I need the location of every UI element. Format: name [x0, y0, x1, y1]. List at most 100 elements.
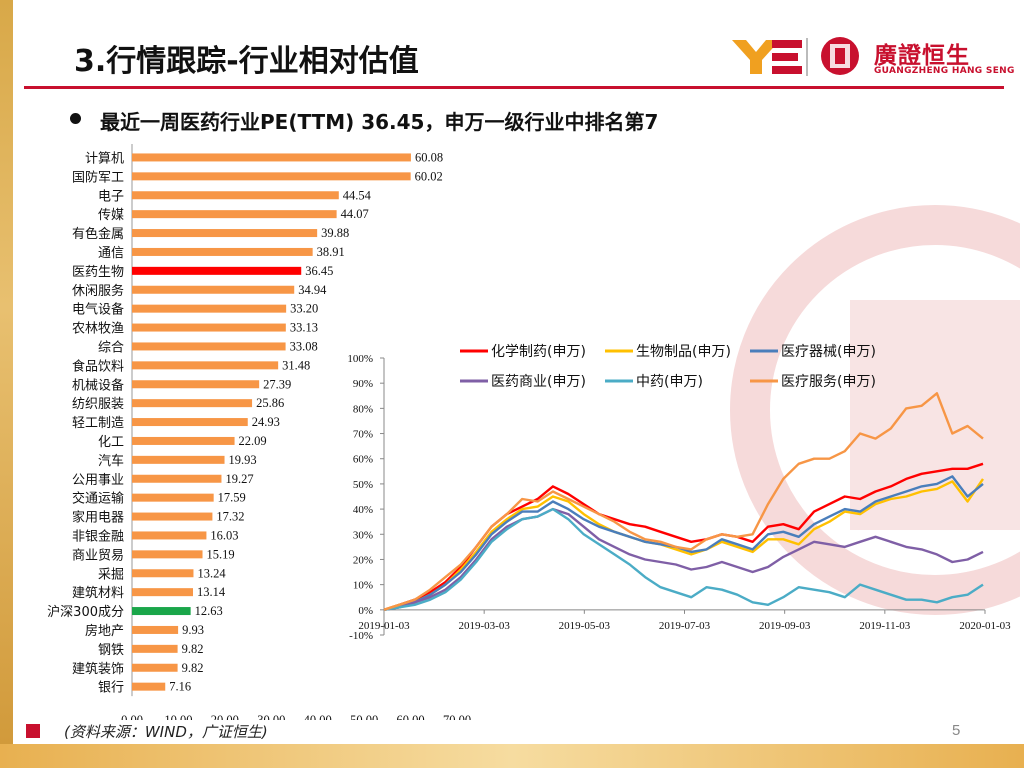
bar-电子	[132, 191, 339, 200]
line-y-tick: 60%	[353, 454, 373, 466]
bar-沪深300成分	[132, 607, 191, 616]
bar-value-label: 12.63	[195, 604, 223, 618]
bar-农林牧渔	[132, 323, 286, 332]
page-number: 5	[952, 722, 961, 739]
brand-logo-icon	[732, 37, 859, 76]
bar-休闲服务	[132, 285, 295, 294]
bar-category-label: 有色金属	[72, 226, 124, 242]
series-line-医疗服务(申万)	[383, 392, 984, 611]
source-marker	[26, 724, 40, 738]
bar-x-tick: 0.00	[121, 713, 143, 720]
bar-轻工制造	[132, 418, 248, 427]
bar-银行	[132, 682, 166, 691]
legend-label: 中药(申万)	[636, 374, 703, 390]
bar-x-tick: 60.00	[397, 713, 425, 720]
bar-category-label: 钢铁	[98, 643, 124, 658]
bar-房地产	[132, 625, 179, 634]
pe-bar-chart: 计算机 60.08 国防军工 60.02 电子 44.54 传媒 44.07 有色金属 39.88…	[47, 144, 471, 720]
bar-计算机	[132, 153, 411, 162]
left-decor-stripe	[0, 0, 13, 768]
bar-category-label: 电子	[98, 189, 124, 204]
bar-家用电器	[132, 512, 213, 521]
bar-value-label: 27.39	[263, 377, 291, 391]
bar-category-label: 化工	[98, 435, 124, 450]
bar-category-label: 建筑材料	[72, 585, 124, 601]
legend-label: 医药商业(申万)	[491, 374, 586, 390]
bar-value-label: 39.88	[321, 226, 349, 240]
bar-value-label: 44.54	[343, 188, 372, 202]
line-y-tick: 0%	[358, 605, 373, 617]
bar-category-label: 国防军工	[72, 169, 124, 185]
source-note: (资料来源：WIND，广证恒生)	[64, 723, 268, 741]
legend-label: 生物制品(申万)	[636, 344, 731, 360]
bar-category-label: 食品饮料	[72, 358, 124, 374]
bar-商业贸易	[132, 550, 203, 559]
bar-value-label: 60.02	[415, 169, 443, 183]
bar-category-label: 医药生物	[72, 265, 124, 280]
bar-category-label: 建筑装饰	[72, 661, 124, 677]
line-y-tick: 80%	[353, 403, 373, 415]
bar-采掘	[132, 569, 194, 578]
bar-食品饮料	[132, 361, 279, 370]
bar-value-label: 24.93	[252, 415, 280, 429]
bar-value-label: 34.94	[298, 283, 327, 297]
bar-category-label: 公用事业	[72, 473, 124, 488]
bar-value-label: 9.93	[182, 623, 204, 637]
bar-value-label: 15.19	[207, 547, 235, 561]
bar-x-tick: 40.00	[304, 713, 332, 720]
headline-bullet: 最近一周医药行业PE(TTM) 36.45，申万一级行业中排名第7	[70, 106, 658, 135]
watermark-logo	[730, 205, 1020, 615]
brand-name-cn: 廣證恒生	[874, 43, 970, 69]
series-line-医药商业(申万)	[383, 507, 984, 611]
bar-category-label: 农林牧渔	[72, 322, 124, 337]
bar-category-label: 汽车	[98, 453, 124, 469]
bar-x-tick: 50.00	[350, 713, 378, 720]
bar-综合	[132, 342, 286, 351]
bar-category-label: 银行	[98, 681, 124, 696]
bar-category-label: 纺织服装	[72, 397, 124, 412]
bar-category-label: 采掘	[98, 567, 124, 582]
bar-value-label: 25.86	[256, 396, 284, 410]
bar-category-label: 非银金融	[72, 528, 124, 544]
bar-category-label: 机械设备	[72, 377, 124, 393]
bar-x-tick: 70.00	[443, 713, 471, 720]
bar-value-label: 38.91	[317, 245, 345, 259]
bar-value-label: 16.03	[210, 528, 238, 542]
bar-机械设备	[132, 380, 260, 389]
bar-value-label: 17.32	[216, 510, 244, 524]
line-x-tick: 2019-05-03	[559, 620, 611, 632]
line-x-tick: 2019-11-03	[859, 620, 910, 632]
bar-category-label: 房地产	[85, 623, 124, 639]
line-x-tick: 2019-09-03	[759, 620, 811, 632]
series-line-中药(申万)	[383, 507, 984, 611]
bar-value-label: 13.14	[197, 585, 226, 599]
bar-交通运输	[132, 493, 214, 502]
bar-电气设备	[132, 304, 287, 313]
sector-return-line-chart: 100%90%80%70%60%50%40%30%20%10%0%-10%201…	[347, 344, 1011, 642]
bar-category-label: 休闲服务	[72, 283, 124, 299]
bar-value-label: 33.13	[290, 321, 318, 335]
bar-category-label: 综合	[98, 340, 124, 355]
bar-value-label: 19.27	[225, 472, 253, 486]
brand-name-en: GUANGZHENG HANG SENG	[874, 66, 1015, 76]
bar-value-label: 9.82	[182, 642, 204, 656]
title-underline	[24, 86, 1004, 89]
bar-value-label: 13.24	[197, 566, 226, 580]
bar-category-label: 交通运输	[72, 491, 124, 507]
line-y-tick: 40%	[353, 504, 373, 516]
bar-通信	[132, 247, 313, 256]
bar-汽车	[132, 455, 225, 464]
line-y-tick: 50%	[353, 479, 373, 491]
bar-化工	[132, 436, 235, 445]
legend-label: 化学制药(申万)	[491, 344, 586, 360]
bar-x-tick: 10.00	[164, 713, 192, 720]
bar-value-label: 31.48	[282, 358, 310, 372]
page-title: 3.行情跟踪-行业相对估值	[74, 44, 419, 79]
bar-category-label: 商业贸易	[72, 548, 124, 563]
bar-value-label: 17.59	[218, 491, 246, 505]
line-y-tick: 100%	[347, 353, 373, 365]
bar-category-label: 传媒	[98, 208, 124, 223]
bar-value-label: 36.45	[305, 264, 333, 278]
series-line-化学制药(申万)	[383, 462, 984, 611]
bar-建筑材料	[132, 588, 194, 597]
